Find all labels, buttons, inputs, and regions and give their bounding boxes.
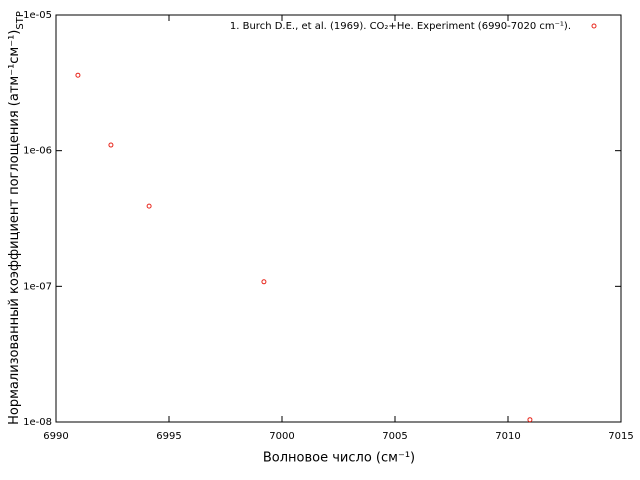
data-point: [146, 203, 152, 209]
plot-frame: [55, 14, 622, 423]
data-point: [75, 72, 81, 78]
y-axis-label-main: Нормализованный коэффициент поглощения (…: [7, 30, 22, 425]
y-axis-label-sub: STP: [15, 11, 26, 30]
y-axis-label: Нормализованный коэффициент поглощения (…: [7, 11, 26, 425]
data-point: [261, 279, 267, 285]
data-point: [108, 142, 114, 148]
x-tick-label: 7000: [269, 431, 294, 442]
y-tick-label: 1e-05: [23, 10, 52, 21]
y-tick-label: 1e-07: [23, 281, 52, 292]
x-tick-label: 7010: [495, 431, 520, 442]
x-tick-label: 6990: [43, 431, 68, 442]
x-axis-label: Волновое число (см⁻¹): [263, 451, 415, 466]
legend-label: 1. Burch D.E., et al. (1969). CO₂+He. Ex…: [230, 21, 571, 32]
data-point: [527, 417, 533, 423]
x-tick-label: 6995: [156, 431, 181, 442]
legend-marker: [591, 23, 597, 29]
x-tick-label: 7005: [382, 431, 407, 442]
x-tick-label: 7015: [608, 431, 633, 442]
y-tick-label: 1e-06: [23, 146, 52, 157]
y-tick-label: 1e-08: [23, 417, 52, 428]
